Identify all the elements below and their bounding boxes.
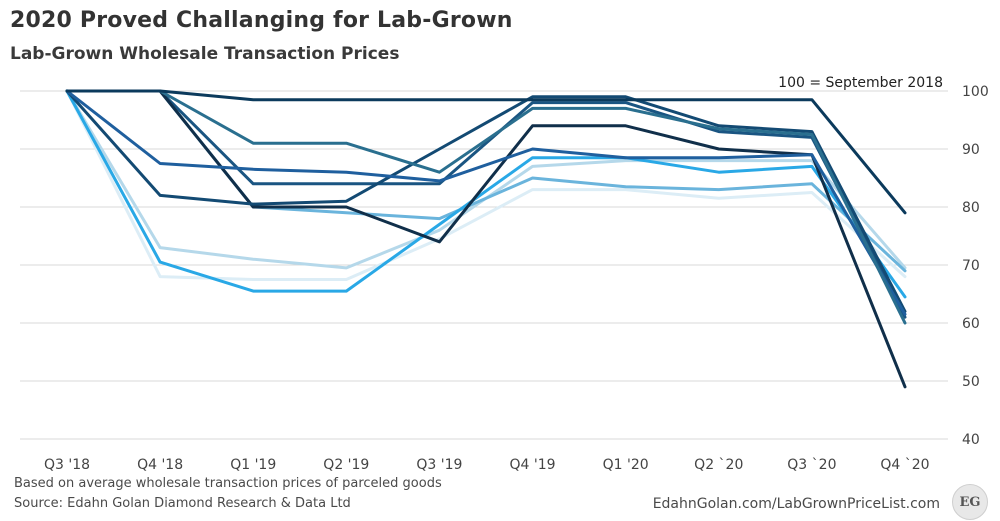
series-line-4 <box>65 89 907 313</box>
series-line-3 <box>65 89 907 316</box>
y-tick-label: 60 <box>962 316 980 332</box>
x-tick-label: Q1 '19 <box>230 457 276 473</box>
x-tick-label: Q3 `20 <box>787 457 836 473</box>
series-line-9 <box>65 89 907 270</box>
gridlines <box>20 90 948 440</box>
y-tick-label: 80 <box>962 200 980 216</box>
footnote-source: Source: Edahn Golan Diamond Research & D… <box>14 496 351 511</box>
x-tick-label: Q4 `20 <box>880 457 929 473</box>
series-line-6 <box>65 89 907 319</box>
y-tick-label: 100 <box>962 84 989 100</box>
y-tick-label: 40 <box>962 432 980 448</box>
x-tick-label: Q4 '19 <box>510 457 556 473</box>
y-tick-label: 90 <box>962 142 980 158</box>
series-line-2 <box>65 89 907 325</box>
x-tick-label: Q1 '20 <box>603 457 649 473</box>
series-lines <box>65 89 907 389</box>
x-axis-ticks: Q3 '18 Q4 '18 Q1 '19 Q2 '19 Q3 '19 Q4 '19 Q1 '… <box>44 457 930 473</box>
x-tick-label: Q3 '19 <box>416 457 462 473</box>
eg-logo: EG <box>952 484 988 520</box>
footnote-method: Based on average wholesale transaction p… <box>14 476 442 491</box>
series-line-5 <box>65 89 907 389</box>
chart-title: 2020 Proved Challanging for Lab-Grown <box>10 8 513 33</box>
x-tick-label: Q4 '18 <box>137 457 183 473</box>
chart-annotation: 100 = September 2018 <box>778 75 943 91</box>
y-tick-label: 50 <box>962 374 980 390</box>
series-line-8 <box>65 89 907 273</box>
y-axis-ticks: 40 50 60 70 80 90 100 <box>962 84 989 448</box>
x-tick-label: Q2 '19 <box>323 457 369 473</box>
x-tick-label: Q2 `20 <box>694 457 743 473</box>
series-line-7 <box>65 89 907 299</box>
x-tick-label: Q3 '18 <box>44 457 90 473</box>
series-line-1 <box>65 89 907 215</box>
chart-subtitle: Lab-Grown Wholesale Transaction Prices <box>10 44 400 64</box>
website-link[interactable]: EdahnGolan.com/LabGrownPriceList.com <box>652 496 940 512</box>
y-tick-label: 70 <box>962 258 980 274</box>
